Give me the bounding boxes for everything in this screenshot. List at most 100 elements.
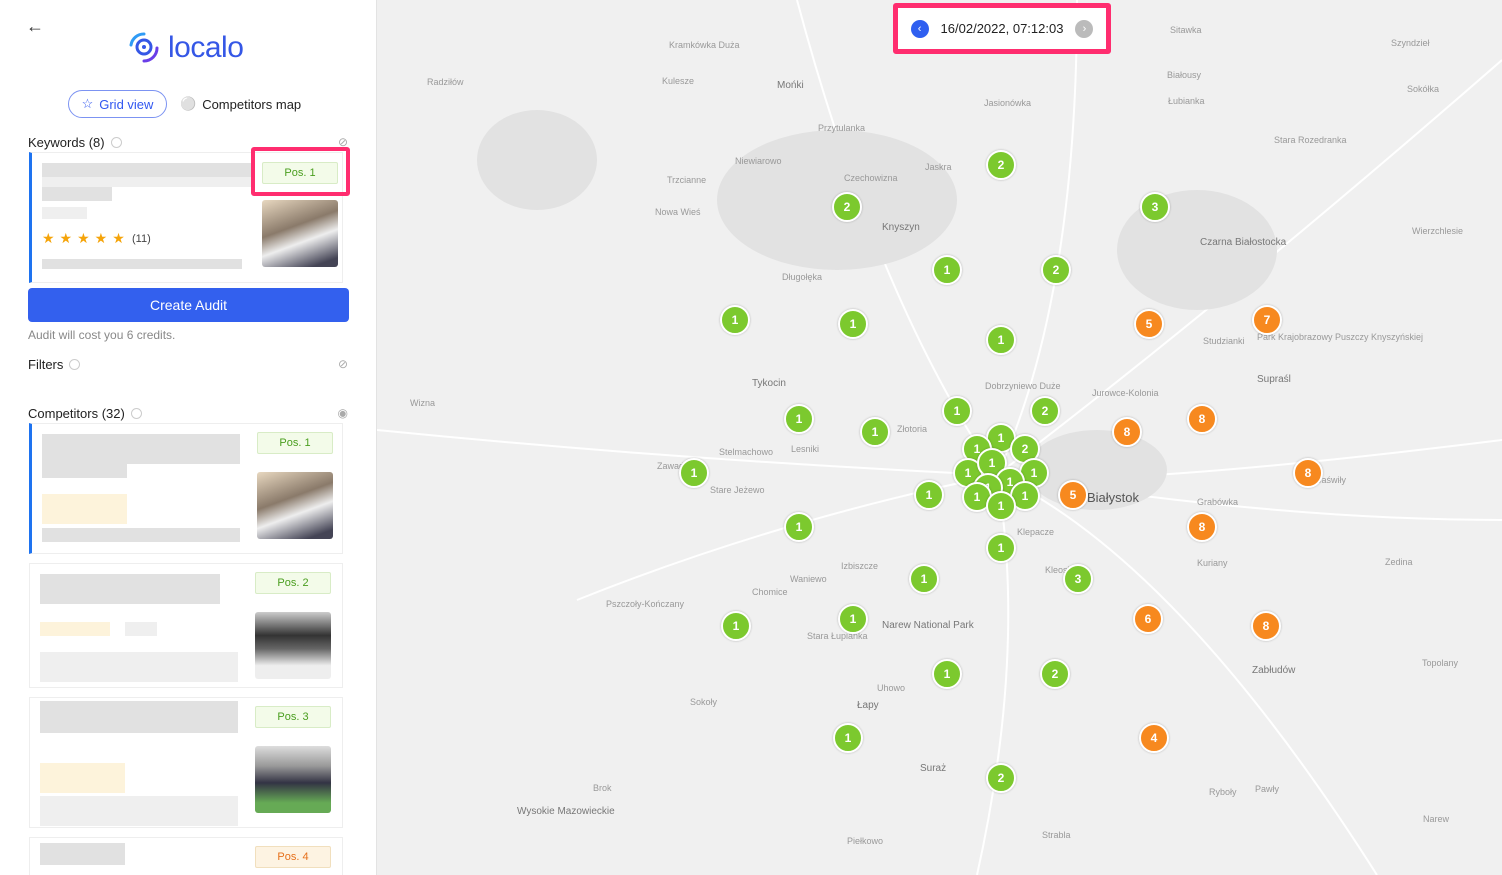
rating-stars: ★★★★★ — [42, 230, 130, 246]
grid-view-button[interactable]: ☆ Grid view — [68, 90, 167, 118]
eye-off-icon[interactable]: ⊘ — [337, 357, 348, 371]
eye-off-icon[interactable]: ⊘ — [337, 135, 348, 149]
keyword-card[interactable]: ★★★★★ (11) Pos. 1 — [29, 152, 343, 283]
rank-marker[interactable]: 6 — [1133, 604, 1163, 634]
pin-icon: ☆ — [81, 96, 94, 111]
highlight-box — [251, 147, 350, 196]
rank-marker[interactable]: 7 — [1252, 305, 1282, 335]
keywords-header: Keywords (8) — [28, 135, 122, 150]
map-place-label: Klepacze — [1017, 527, 1055, 537]
rank-marker[interactable]: 8 — [1187, 512, 1217, 542]
map-place-label: Stare Jeżewo — [710, 485, 765, 495]
map-place-label: Jaświły — [1317, 475, 1347, 485]
rank-marker[interactable]: 1 — [721, 611, 751, 641]
info-icon[interactable] — [69, 359, 81, 370]
map-place-label: Supraśl — [1257, 374, 1291, 385]
rank-marker[interactable]: 2 — [986, 763, 1016, 793]
business-photo — [255, 746, 331, 813]
map-place-label: Waniewo — [790, 574, 827, 584]
rank-marker[interactable]: 5 — [1134, 309, 1164, 339]
competitor-card[interactable]: Pos. 4 — [29, 837, 343, 875]
map-place-label: Białousy — [1167, 70, 1202, 80]
logo: localo — [126, 30, 244, 66]
next-date-button[interactable]: › — [1075, 19, 1094, 38]
rank-marker[interactable]: 1 — [932, 659, 962, 689]
rank-marker[interactable]: 2 — [1030, 396, 1060, 426]
map-place-label: Jasionówka — [984, 98, 1032, 108]
rank-marker[interactable]: 1 — [860, 417, 890, 447]
map-place-label: Narew — [1423, 814, 1450, 824]
rank-marker[interactable]: 1 — [909, 564, 939, 594]
competitors-map-button[interactable]: ⚪ Competitors map — [180, 96, 301, 112]
map-place-label: Studzianki — [1203, 336, 1245, 346]
rank-marker[interactable]: 1 — [838, 604, 868, 634]
map-place-label: Czarna Białostocka — [1200, 237, 1287, 248]
map-place-label: Czechowizna — [844, 173, 898, 183]
localo-pin-icon — [129, 32, 159, 63]
rank-marker[interactable]: 8 — [1187, 404, 1217, 434]
map-roads — [377, 0, 1502, 875]
map-place-label: Strabla — [1042, 830, 1071, 840]
filters-header: Filters — [28, 357, 81, 372]
competitor-card[interactable]: Pos. 2 — [29, 563, 343, 688]
back-arrow-icon[interactable]: ← — [26, 16, 44, 36]
rank-marker[interactable]: 1 — [986, 491, 1016, 521]
rank-marker[interactable]: 3 — [1140, 192, 1170, 222]
rank-marker[interactable]: 1 — [942, 396, 972, 426]
map-place-label: Złotoria — [897, 424, 928, 434]
competitor-card[interactable]: Pos. 3 — [29, 697, 343, 828]
map-place-label: Izbiszcze — [841, 561, 879, 571]
create-audit-button[interactable]: Create Audit — [28, 288, 349, 322]
map-place-label: Kulesze — [662, 76, 695, 86]
map-place-label: Stara Rozedranka — [1274, 135, 1347, 145]
rank-marker[interactable]: 1 — [932, 255, 962, 285]
info-icon[interactable] — [110, 137, 122, 148]
datetime-label: 16/02/2022, 07:12:03 — [940, 21, 1064, 36]
rank-marker[interactable]: 1 — [679, 458, 709, 488]
rank-marker[interactable]: 4 — [1139, 723, 1169, 753]
map-place-label: Radziłów — [427, 77, 464, 87]
rank-marker[interactable]: 2 — [1041, 255, 1071, 285]
map-place-label: Szyndzieł — [1391, 38, 1430, 48]
business-photo — [257, 472, 333, 539]
rank-marker[interactable]: 1 — [986, 325, 1016, 355]
rank-marker[interactable]: 1 — [784, 512, 814, 542]
map-place-label: Brok — [593, 783, 612, 793]
date-navigator: ‹ 16/02/2022, 07:12:03 › — [893, 3, 1111, 54]
rank-marker[interactable]: 2 — [1040, 659, 1070, 689]
rank-marker[interactable]: 1 — [986, 533, 1016, 563]
competitors-map[interactable]: Białystok Narew National Park Tykocin Knysz… — [377, 0, 1502, 875]
map-place-label: Przytulanka — [818, 123, 866, 133]
map-place-label: Lesniki — [791, 444, 820, 454]
map-place-label: Grabówka — [1197, 497, 1239, 507]
info-icon[interactable] — [130, 408, 142, 419]
map-place-label: Mońki — [777, 80, 804, 91]
previous-date-button[interactable]: ‹ — [910, 19, 929, 38]
map-place-label: Wysokie Mazowieckie — [517, 806, 615, 817]
map-place-label: Kuriany — [1197, 558, 1228, 568]
rank-marker[interactable]: 8 — [1251, 611, 1281, 641]
position-badge: Pos. 4 — [255, 846, 331, 868]
rank-marker[interactable]: 8 — [1293, 458, 1323, 488]
map-place-label: Ryboły — [1209, 787, 1237, 797]
rank-marker[interactable]: 2 — [832, 192, 862, 222]
rank-marker[interactable]: 1 — [784, 404, 814, 434]
rank-marker[interactable]: 1 — [833, 723, 863, 753]
map-place-label: Długołęka — [782, 272, 823, 282]
map-place-label: Dobrzyniewo Duże — [985, 381, 1061, 391]
rank-marker[interactable]: 5 — [1058, 480, 1088, 510]
map-place-label: Wierzchlesie — [1412, 226, 1464, 236]
eye-icon[interactable]: ◉ — [337, 406, 348, 420]
rank-marker[interactable]: 8 — [1112, 417, 1142, 447]
map-place-label: Sokółka — [1407, 84, 1440, 94]
competitor-card[interactable]: Pos. 1 — [29, 423, 343, 554]
map-place-label: Trzcianne — [667, 175, 707, 185]
rank-marker[interactable]: 1 — [914, 480, 944, 510]
rank-marker[interactable]: 3 — [1063, 564, 1093, 594]
rank-marker[interactable]: 2 — [986, 150, 1016, 180]
map-place-label: Suraż — [920, 763, 947, 774]
filters-title: Filters — [28, 357, 64, 372]
rank-marker[interactable]: 1 — [838, 309, 868, 339]
map-place-label: Łubianka — [1168, 96, 1205, 106]
rank-marker[interactable]: 1 — [720, 305, 750, 335]
